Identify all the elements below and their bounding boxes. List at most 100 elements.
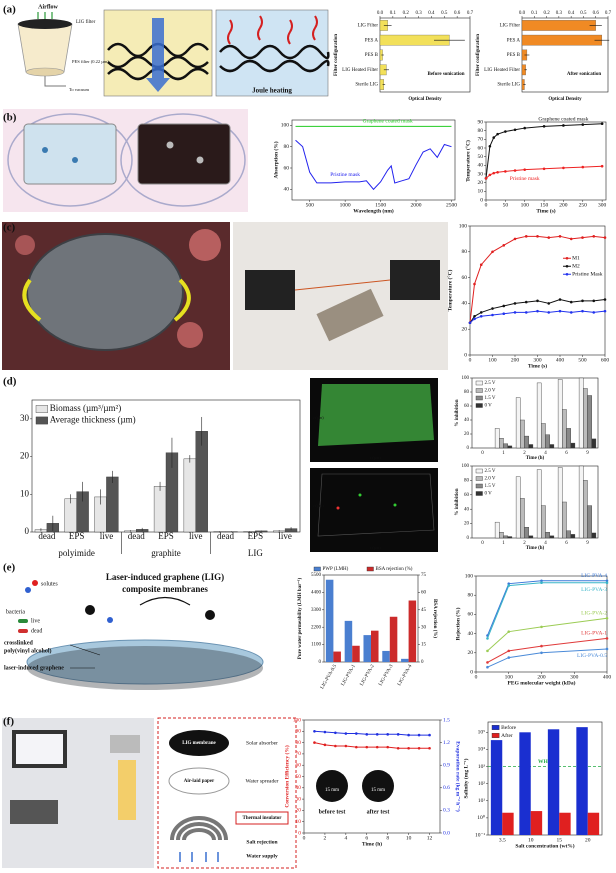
bar: [591, 438, 597, 449]
y-tick-label: 5500: [311, 573, 322, 578]
annotation: Before sonication: [428, 72, 465, 77]
point: [313, 730, 316, 733]
y2-tick-label: 0.3: [443, 808, 450, 814]
y-tick-label: 20: [462, 326, 468, 332]
annotation: Airflow: [38, 4, 58, 10]
bar: [503, 443, 508, 449]
x-tick-label: 0.6: [454, 11, 461, 16]
legend-label: M2: [572, 264, 580, 270]
y-tick-label: PES A: [365, 38, 379, 43]
y-tick-label: 4400: [311, 591, 322, 596]
bar: [578, 377, 584, 449]
y2-tick-label: 15: [421, 643, 427, 648]
point: [603, 236, 607, 239]
legend-label: PWP (LMH): [323, 567, 349, 572]
annotation: solutes: [41, 581, 58, 587]
x-tick-label: live: [189, 531, 203, 541]
point: [507, 582, 511, 585]
legend-label: After: [501, 732, 513, 739]
bar: [559, 812, 571, 835]
x-tick-label: 2500: [446, 202, 457, 208]
block: [245, 270, 295, 310]
point: [504, 130, 507, 133]
dead-bacterium: [18, 629, 28, 633]
lig-membrane: [169, 730, 229, 756]
series-line: [486, 582, 607, 639]
point: [547, 311, 551, 314]
y-tick-label: PES B: [365, 53, 379, 58]
point: [491, 307, 494, 310]
bar: [325, 579, 334, 662]
bar: [401, 658, 409, 662]
bar: [583, 480, 588, 539]
legend-label: Average thickness (µm): [50, 415, 136, 425]
x-tick-label: 0: [475, 674, 478, 680]
y2-tick-label: 1.5: [443, 717, 450, 723]
x-tick-label: 400: [603, 674, 612, 680]
y-tick-label: 10: [20, 488, 30, 498]
x-tick-label: 15: [557, 837, 563, 843]
solute: [85, 605, 95, 615]
x-tick-label: 500: [578, 357, 587, 363]
bar: [507, 536, 513, 539]
y-tick-label: PES A: [507, 38, 521, 43]
lig-filter: [18, 19, 72, 29]
y-axis-label: Salinity (mg L⁻¹): [462, 758, 469, 798]
x-tick-label: 100: [505, 674, 514, 680]
y-tick-label: Sterile LIG: [355, 83, 378, 88]
y-tick-label: 60: [296, 762, 302, 768]
panel-b-illustration: [3, 109, 248, 212]
x-tick-label: 9: [586, 541, 589, 546]
y-tick-label: 60: [468, 612, 474, 618]
point: [468, 321, 472, 325]
series-label: LIG-PVA-3: [581, 587, 607, 593]
series-line: [486, 580, 607, 636]
vacuum-line: [44, 76, 66, 87]
x-tick-label: 6: [565, 451, 568, 456]
point: [488, 173, 492, 177]
y-tick-label: 20: [20, 451, 30, 461]
legend-label: BSA rejection (%): [376, 567, 413, 572]
droplet: [196, 156, 204, 164]
bar: [494, 428, 500, 449]
bar: [408, 600, 417, 662]
point: [540, 579, 543, 583]
legend-label: Before: [501, 724, 517, 731]
bar: [570, 442, 576, 449]
x-tick-label: 0.1: [531, 11, 538, 16]
point: [581, 165, 585, 169]
y-tick-label: 50: [296, 774, 302, 780]
point: [407, 746, 410, 750]
group-label: polyimide: [58, 548, 95, 558]
frame: [317, 473, 435, 537]
x-axis-label: Time (s): [536, 207, 555, 214]
y-tick-label: Sterile LIG: [497, 83, 520, 88]
y-tick-label: LIG Heated Filter: [342, 68, 378, 73]
y-tick-label: 10³: [478, 764, 486, 770]
x-tick-label: 200: [537, 674, 546, 680]
y-tick-label: 30: [478, 171, 484, 177]
point: [524, 311, 528, 314]
point: [558, 235, 562, 238]
point: [473, 282, 476, 286]
x-tick-label: EPS: [248, 531, 264, 541]
point: [344, 732, 348, 735]
legend-label: 1.5 V: [485, 396, 496, 401]
y-tick-label: 30: [296, 796, 302, 802]
bar: [562, 409, 567, 449]
legend-label: 0 V: [485, 492, 493, 497]
point: [605, 616, 609, 620]
legend-label: M1: [572, 256, 580, 262]
legend-swatch: [475, 395, 483, 401]
point: [428, 733, 431, 737]
bar: [547, 729, 560, 835]
annotation: Water supply: [246, 853, 278, 859]
x-tick-label: 600: [601, 357, 610, 363]
x-tick-label: 0.4: [428, 11, 435, 16]
panel-label: (f): [3, 716, 14, 728]
x-tick-label: EPS: [158, 531, 174, 541]
annotation: Solar absorber: [246, 740, 278, 746]
y-tick-label: 10: [478, 189, 484, 195]
x-tick-label: 1500: [375, 202, 386, 208]
bar: [344, 620, 353, 662]
